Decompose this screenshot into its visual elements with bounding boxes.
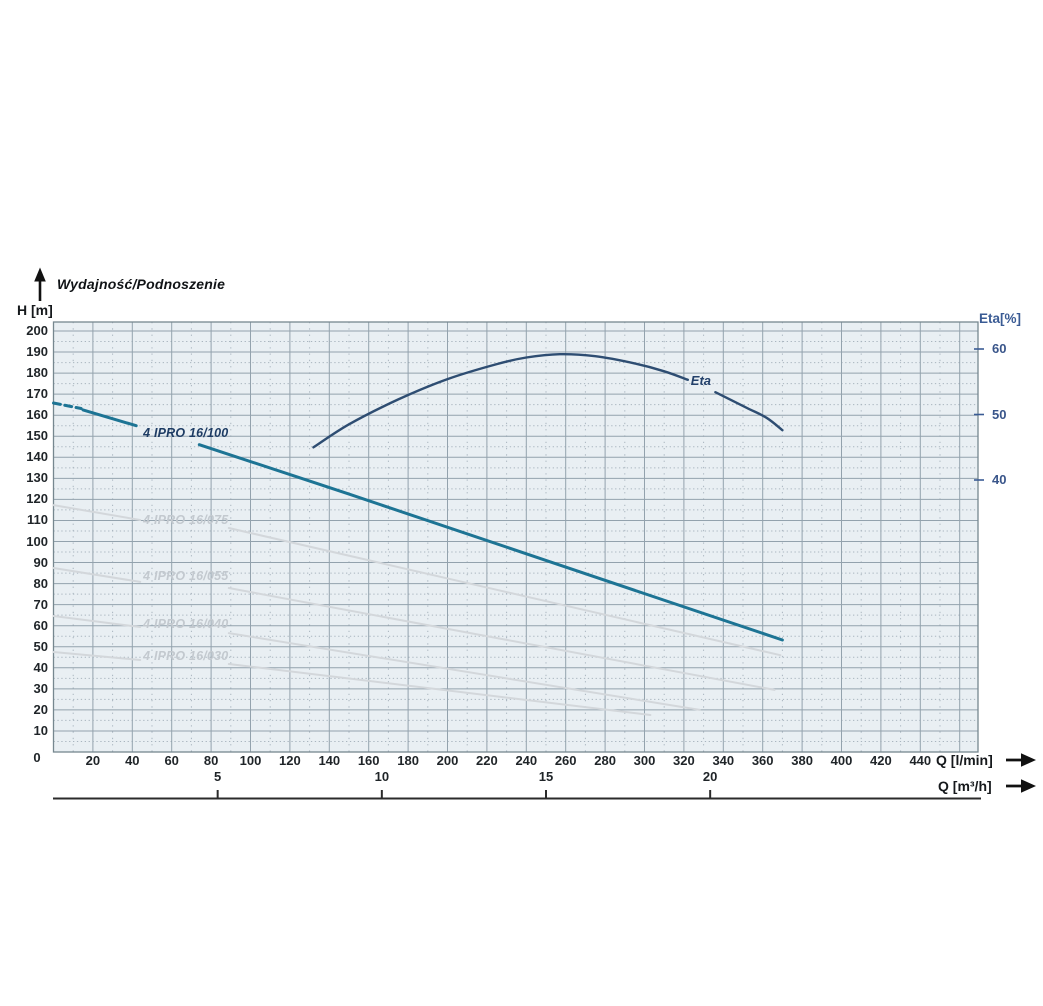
- q-lmin-tick-260: 260: [554, 753, 577, 768]
- h-axis-tick-190: 190: [26, 344, 48, 360]
- eta-axis-tick-40: 40: [992, 472, 1007, 487]
- h-axis-tick-180: 180: [26, 365, 48, 381]
- q-lmin-tick-280: 280: [594, 753, 616, 768]
- curve-4-ipro-16-055: [227, 587, 776, 691]
- q-lmin-tick-80: 80: [203, 753, 219, 768]
- h-axis-tick-40: 40: [33, 659, 48, 675]
- curve-label-4-ipro-16-075: 4 IPRO 16/075: [143, 513, 229, 528]
- eta-axis-label: Eta[%]: [979, 311, 1022, 326]
- curve-4-ipro-16-030: [227, 663, 652, 716]
- chart-title: Wydajność/Podnoszenie: [57, 276, 226, 292]
- q-lmin-tick-380: 380: [791, 753, 813, 768]
- h-axis-tick-120: 120: [26, 491, 48, 507]
- q-lmin-tick-420: 420: [870, 753, 892, 768]
- curve-label-4-ipro-16-100: 4 IPRO 16/100: [143, 426, 229, 441]
- plot-background: [53, 322, 978, 752]
- q-m3h-tick-5: 5: [214, 769, 222, 784]
- h-axis-tick-140: 140: [26, 449, 48, 465]
- q-lmin-tick-100: 100: [239, 753, 262, 768]
- curve-4-ipro-16-055: [52, 567, 142, 583]
- h-axis-tick-20: 20: [33, 701, 48, 717]
- curve-4-ipro-16-100: [197, 443, 784, 642]
- right-arrow-icon: [1021, 779, 1036, 793]
- h-axis-tick-160: 160: [26, 407, 48, 423]
- curve-4-ipro-16-040: [52, 615, 142, 628]
- q-lmin-tick-440: 440: [909, 753, 932, 768]
- h-axis-tick-10: 10: [33, 722, 48, 738]
- curve-label-eta: Eta: [690, 373, 712, 389]
- q-lmin-tick-360: 360: [751, 753, 774, 768]
- q-lmin-tick-320: 320: [673, 753, 695, 768]
- h-axis-tick-90: 90: [33, 554, 48, 570]
- h-axis-tick-130: 130: [26, 470, 48, 486]
- h-axis-tick-30: 30: [33, 680, 48, 696]
- q-lmin-tick-40: 40: [125, 753, 140, 768]
- curve-label-4-ipro-16-040: 4 IPRO 16/040: [143, 617, 229, 632]
- q-lmin-tick-160: 160: [357, 753, 380, 768]
- curve-4-ipro-16-040: [227, 632, 701, 711]
- q-lmin-tick-180: 180: [397, 753, 419, 768]
- q-lmin-tick-240: 240: [515, 753, 538, 768]
- q-m3h-tick-20: 20: [702, 769, 718, 784]
- q-lmin-tick-200: 200: [436, 753, 459, 768]
- eta-axis-tick-60: 60: [992, 341, 1007, 356]
- q-lmin-tick-300: 300: [633, 753, 656, 768]
- q-lmin-axis-label: Q [l/min]: [936, 752, 993, 768]
- q-m3h-axis-label: Q [m³/h]: [938, 778, 992, 794]
- h-axis-tick-50: 50: [33, 638, 48, 654]
- q-lmin-tick-60: 60: [164, 753, 179, 768]
- curve-4-ipro-16-100: [52, 401, 83, 410]
- h-axis-tick-170: 170: [26, 386, 48, 402]
- curve-4-ipro-16-100: [81, 408, 138, 428]
- axis-origin-tick: 0: [33, 750, 41, 765]
- h-axis-label: H [m]: [17, 302, 53, 318]
- h-axis-tick-80: 80: [33, 575, 48, 591]
- h-axis-tick-60: 60: [33, 617, 48, 633]
- right-arrow-icon: [1021, 753, 1036, 767]
- q-lmin-tick-340: 340: [712, 753, 735, 768]
- curve-4-ipro-16-075: [52, 504, 142, 521]
- q-lmin-tick-120: 120: [279, 753, 301, 768]
- curve-label-4-ipro-16-055: 4 IPRO 16/055: [143, 569, 229, 584]
- q-lmin-tick-220: 220: [476, 753, 498, 768]
- plot-border: [52, 321, 979, 753]
- q-m3h-tick-15: 15: [538, 769, 554, 784]
- q-lmin-tick-400: 400: [830, 753, 853, 768]
- h-axis-tick-110: 110: [27, 512, 48, 528]
- q-lmin-tick-140: 140: [318, 753, 341, 768]
- up-arrow-icon: [34, 267, 46, 282]
- h-axis-tick-100: 100: [26, 533, 48, 549]
- h-axis-tick-200: 200: [26, 323, 48, 338]
- h-axis-tick-70: 70: [33, 596, 48, 612]
- curve-eta: [312, 352, 689, 449]
- curve-4-ipro-16-030: [52, 651, 142, 661]
- curve-label-4-ipro-16-030: 4 IPRO 16/030: [143, 649, 229, 663]
- q-m3h-tick-10: 10: [374, 769, 390, 784]
- curve-eta: [714, 391, 784, 432]
- curve-4-ipro-16-075: [227, 527, 782, 657]
- h-axis-tick-150: 150: [26, 428, 48, 444]
- q-lmin-tick-20: 20: [85, 753, 101, 768]
- eta-axis-tick-50: 50: [992, 406, 1007, 422]
